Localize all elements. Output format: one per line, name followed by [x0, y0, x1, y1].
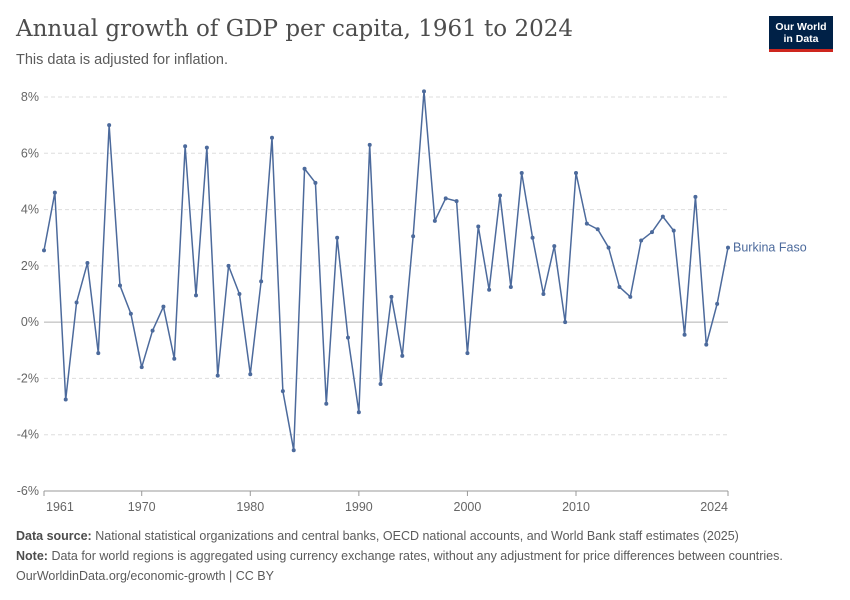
data-point	[85, 261, 90, 266]
y-tick-label: -6%	[17, 484, 39, 498]
data-point	[595, 227, 600, 232]
data-point	[356, 410, 361, 415]
chart-title: Annual growth of GDP per capita, 1961 to…	[16, 16, 573, 42]
x-tick-label: 1980	[236, 500, 264, 514]
series-line	[43, 90, 729, 451]
data-point	[650, 230, 654, 235]
data-point	[400, 353, 405, 358]
data-point	[487, 287, 492, 292]
data-point	[422, 89, 426, 94]
data-point	[606, 245, 611, 250]
source-url-link[interactable]: OurWorldinData.org/economic-growth | CC …	[16, 569, 274, 583]
data-point	[335, 235, 340, 240]
logo-line-2: in Data	[783, 33, 819, 45]
y-tick-label: 6%	[21, 146, 39, 160]
data-point	[704, 342, 709, 347]
data-point	[432, 218, 437, 223]
data-point	[498, 193, 502, 198]
data-point	[454, 199, 459, 204]
data-point	[541, 292, 546, 296]
data-point	[574, 170, 578, 175]
x-tick-label: 1961	[46, 500, 74, 514]
data-point	[389, 294, 394, 299]
logo-line-1: Our World	[775, 21, 827, 33]
data-point	[118, 283, 122, 288]
data-point	[139, 365, 144, 370]
data-point	[324, 401, 329, 406]
data-point	[563, 320, 568, 325]
data-point	[443, 196, 448, 201]
data-note-label: Note:	[16, 549, 48, 563]
data-point	[150, 328, 155, 333]
data-point	[530, 235, 535, 240]
y-tick-label: 2%	[21, 259, 39, 273]
y-tick-label: 4%	[21, 203, 39, 217]
data-point	[302, 166, 307, 171]
data-point	[519, 170, 524, 175]
data-point	[411, 234, 416, 239]
data-point	[183, 144, 188, 149]
data-point	[107, 123, 112, 128]
data-point	[63, 397, 68, 402]
data-point	[367, 142, 372, 147]
data-point	[161, 304, 166, 309]
data-point	[42, 248, 46, 253]
data-point	[215, 373, 220, 378]
data-point	[584, 221, 589, 226]
data-note-text: Data for world regions is aggregated usi…	[51, 549, 783, 563]
data-point	[476, 224, 481, 229]
data-point	[259, 279, 264, 284]
x-tick-label: 2010	[562, 500, 590, 514]
data-point	[226, 263, 231, 268]
data-point	[715, 301, 720, 306]
x-tick-label: 2000	[454, 500, 482, 514]
data-point	[128, 311, 133, 316]
data-point	[726, 245, 730, 250]
data-point	[291, 448, 296, 453]
data-source: Data source: National statistical organi…	[16, 529, 739, 543]
data-point	[639, 238, 644, 243]
data-point	[270, 135, 274, 140]
owid-logo[interactable]: Our World in Data	[769, 16, 833, 52]
data-point	[172, 356, 177, 361]
data-point	[508, 284, 513, 289]
data-point	[693, 194, 698, 199]
data-source-text: National statistical organizations and c…	[95, 529, 739, 543]
data-source-label: Data source:	[16, 529, 92, 543]
y-tick-label: 0%	[21, 315, 39, 329]
y-tick-label: 8%	[21, 90, 39, 104]
series-label: Burkina Faso	[733, 241, 807, 255]
x-tick-label: 1990	[345, 500, 373, 514]
data-note: Note: Data for world regions is aggregat…	[16, 549, 783, 563]
data-point	[671, 228, 676, 233]
data-point	[552, 244, 557, 249]
data-point	[682, 332, 687, 337]
data-point	[204, 145, 209, 150]
y-tick-label: -4%	[17, 428, 39, 442]
data-point	[378, 382, 383, 387]
data-point	[465, 351, 470, 356]
data-point	[237, 292, 242, 296]
y-tick-label: -2%	[17, 371, 39, 385]
data-point	[248, 372, 253, 377]
data-point	[628, 294, 633, 299]
data-point	[617, 284, 622, 289]
x-tick-label: 1970	[128, 500, 156, 514]
data-point	[194, 293, 198, 298]
data-point	[313, 180, 318, 185]
data-point	[96, 351, 101, 356]
data-point	[280, 389, 285, 394]
data-point	[660, 214, 665, 219]
chart-subtitle: This data is adjusted for inflation.	[16, 52, 228, 68]
data-point	[52, 190, 57, 195]
data-point	[346, 335, 350, 340]
data-point	[74, 300, 79, 305]
x-tick-label: 2024	[700, 500, 728, 514]
